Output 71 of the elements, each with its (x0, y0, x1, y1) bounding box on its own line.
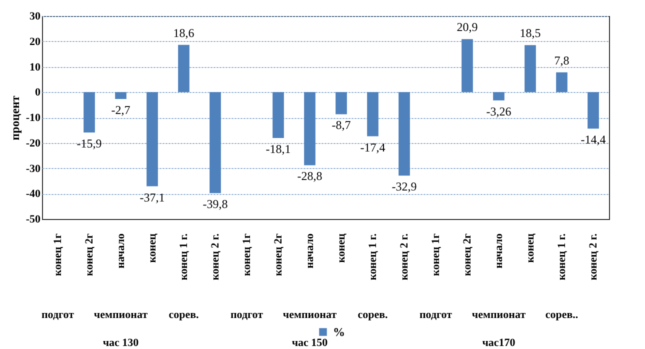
y-tick-label: 20 (30, 36, 41, 48)
x-tick-label: конец 2г (83, 234, 96, 276)
text: чемпионат (472, 309, 526, 321)
x-tick-label: начало (492, 233, 505, 268)
y-tick-label: -40 (26, 188, 41, 200)
legend-label: % (333, 325, 345, 339)
text: подгот (419, 309, 453, 321)
bar (556, 72, 568, 92)
text: чемпионат (282, 309, 338, 321)
bar (304, 92, 316, 166)
bar (367, 92, 378, 136)
bar (398, 92, 410, 176)
bar (462, 39, 473, 92)
data-label: 18,5 (520, 26, 541, 40)
data-label: 7,8 (554, 53, 570, 68)
bar (272, 92, 284, 138)
text: сорев.. (545, 309, 578, 321)
y-tick-label: -30 (26, 162, 41, 175)
text: час 150 (292, 337, 328, 349)
text: сорев. (168, 309, 200, 321)
data-label: -28,8 (297, 169, 322, 184)
bar (178, 44, 190, 92)
bar (336, 92, 347, 114)
data-label: -3,26 (486, 104, 512, 118)
bar (588, 92, 599, 129)
text: час170 (482, 337, 516, 349)
x-tick-label: начало (304, 233, 316, 268)
x-tick-label: конец 1 г. (178, 233, 190, 280)
data-label: -15,9 (76, 136, 102, 150)
text: час 130 (102, 337, 140, 349)
data-label: -32,9 (392, 180, 417, 194)
x-tick-label: конец 2 г. (587, 233, 600, 280)
bar (84, 92, 95, 132)
data-label: -8,7 (332, 118, 351, 132)
data-label: -2,7 (111, 102, 130, 117)
x-tick-label: конец 2г (272, 234, 284, 276)
bar (115, 92, 126, 99)
bar (524, 45, 536, 92)
bar (146, 92, 158, 186)
x-tick-label: конец 1г (52, 234, 64, 276)
data-label: -37,1 (140, 190, 165, 204)
x-tick-label: конец 2г (461, 234, 474, 276)
y-tick-label: -10 (26, 112, 41, 124)
data-label: 18,6 (173, 26, 194, 40)
y-tick-label: -50 (26, 214, 41, 226)
x-tick-label: конец 1г (430, 234, 442, 276)
x-tick-label: конец 2 г. (209, 233, 222, 280)
data-label: -14,4 (580, 132, 606, 147)
x-tick-label: конец (524, 232, 536, 263)
bar (493, 92, 504, 100)
data-label: -18,1 (266, 142, 291, 156)
data-label: 20,9 (456, 20, 478, 34)
x-tick-label: конец (335, 232, 348, 263)
data-label: -17,4 (360, 140, 386, 154)
x-tick-label: конец 1 г. (556, 233, 568, 280)
x-tick-label: конец 1г (240, 234, 253, 276)
text: чемпионат (94, 309, 148, 321)
x-tick-label: начало (114, 233, 127, 268)
text: сорев. (358, 309, 388, 321)
x-tick-label: конец (146, 232, 158, 263)
x-tick-label: конец 2 г. (398, 233, 410, 280)
bar (210, 92, 221, 194)
data-label: -39,8 (202, 197, 228, 212)
y-tick-label: 30 (30, 10, 41, 22)
x-tick-label: конец 1 г. (366, 233, 379, 280)
text: подгот (230, 309, 264, 321)
text: подгот (41, 309, 75, 321)
y-axis-title: процент (8, 96, 22, 140)
y-tick-label: 0 (35, 86, 41, 99)
y-tick-label: -20 (26, 137, 41, 150)
y-tick-label: 10 (30, 61, 41, 74)
